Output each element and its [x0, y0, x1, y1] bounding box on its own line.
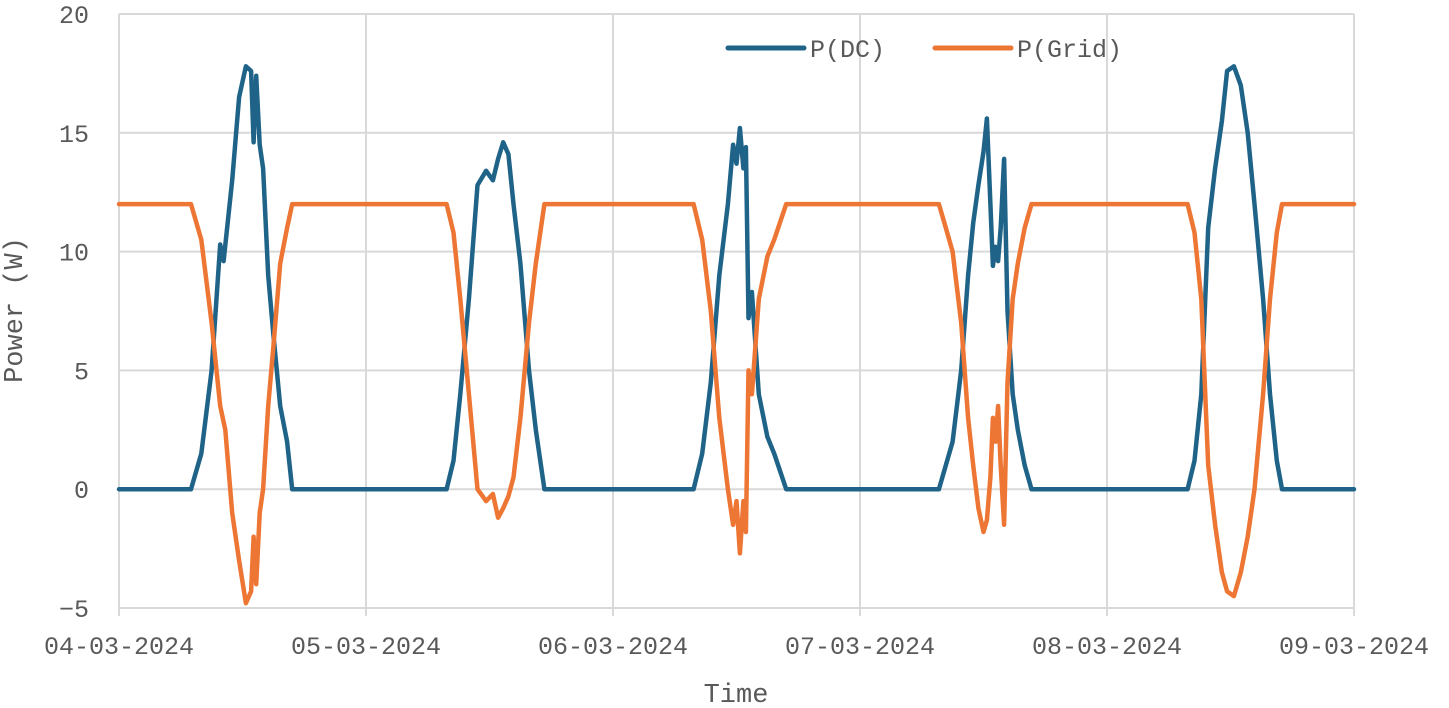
y-tick-label: 15	[59, 121, 89, 150]
x-tick-label: 04-03-2024	[44, 633, 194, 662]
y-tick-label: 10	[59, 240, 89, 269]
x-tick-label: 09-03-2024	[1279, 633, 1429, 662]
y-tick-label: −5	[59, 596, 89, 625]
legend-label: P(DC)	[810, 36, 885, 65]
legend: P(DC) P(Grid)	[725, 36, 1122, 65]
y-tick-label: 0	[74, 477, 89, 506]
y-tick-label: 20	[59, 2, 89, 31]
legend-label: P(Grid)	[1017, 36, 1122, 65]
x-tick-labels: 04-03-2024 05-03-2024 06-03-2024 07-03-2024…	[44, 633, 1429, 662]
series-line-p-dc	[116, 64, 1357, 492]
series-lines	[116, 64, 1357, 606]
y-tick-label: 5	[74, 358, 89, 387]
x-tick-label: 06-03-2024	[538, 633, 688, 662]
y-axis-title: Power (W)	[1, 237, 31, 383]
x-tick-label: 05-03-2024	[291, 633, 441, 662]
x-axis-title: Time	[704, 681, 769, 708]
series-line-p-grid	[116, 201, 1357, 606]
x-tick-label: 07-03-2024	[785, 633, 935, 662]
x-tick-label: 08-03-2024	[1032, 633, 1182, 662]
y-tick-labels: −5 0 5 10 15 20	[59, 2, 89, 625]
